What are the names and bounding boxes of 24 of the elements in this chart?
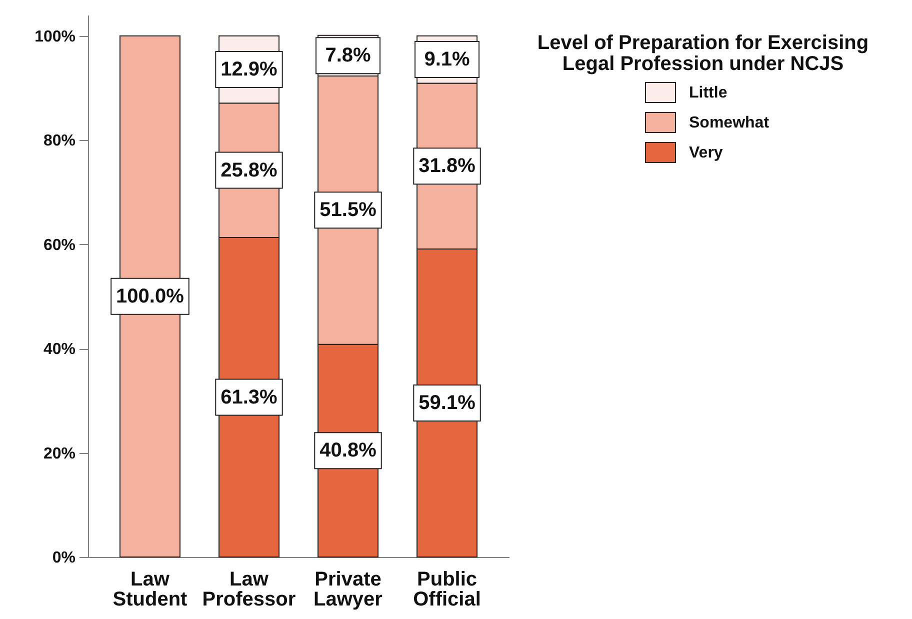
data-label: 51.5% — [320, 199, 377, 222]
legend-title: Level of Preparation for Exercising Legal Profession under NCJS — [537, 32, 869, 75]
x-tick-label: Public Official — [413, 568, 481, 610]
data-label: 100.0% — [116, 285, 184, 308]
legend-label: Little — [689, 84, 728, 102]
x-tick-label: Law Student — [112, 568, 188, 610]
data-label: 25.8% — [220, 159, 278, 182]
y-tick-label: 40% — [43, 341, 76, 358]
data-label: 12.9% — [220, 58, 278, 80]
data-label: 7.8% — [325, 44, 372, 67]
data-label: 31.8% — [418, 155, 476, 178]
y-tick-label: 100% — [34, 28, 76, 46]
y-tick-label: 80% — [43, 132, 76, 150]
y-tick-label: 0% — [52, 550, 76, 566]
legend-label: Very — [689, 144, 723, 162]
data-label: 40.8% — [320, 440, 377, 462]
y-tick-label: 60% — [43, 236, 76, 254]
x-tick-label: Private Lawyer — [314, 568, 383, 610]
legend-label: Somewhat — [689, 114, 770, 132]
data-label: 59.1% — [418, 392, 476, 414]
data-label: 9.1% — [424, 48, 470, 71]
data-label: 61.3% — [220, 386, 278, 408]
y-tick-label: 20% — [43, 445, 76, 462]
x-tick-label: Law Professor — [202, 568, 296, 610]
